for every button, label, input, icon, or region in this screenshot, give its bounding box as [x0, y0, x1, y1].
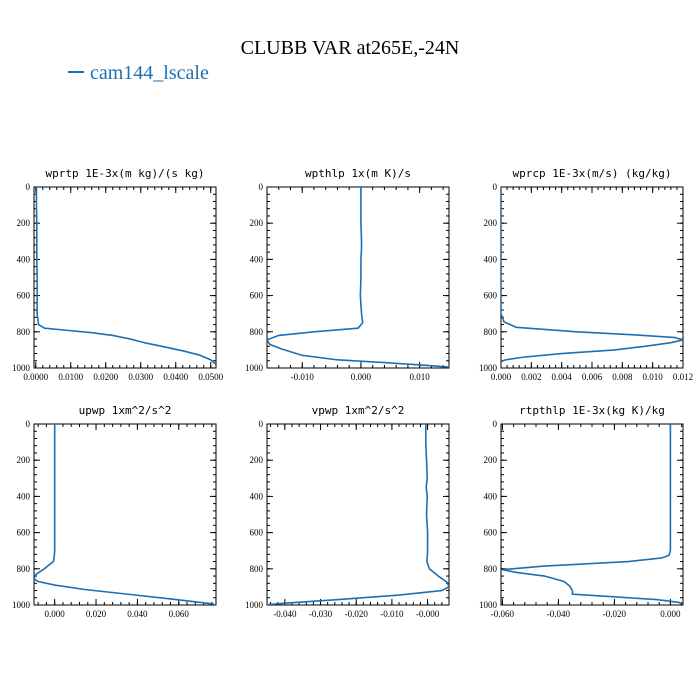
x-tick-label: 0.0300 [128, 372, 153, 382]
x-tick-label: -0.020 [345, 609, 369, 619]
series-line [34, 424, 215, 605]
y-tick-label: 800 [17, 327, 31, 337]
panel-title: wpthlp 1x(m K)/s [305, 167, 411, 180]
y-tick-label: 1000 [479, 600, 498, 610]
plot-frame [33, 423, 217, 606]
panel-title: rtpthlp 1E-3x(kg K)/kg [519, 404, 665, 417]
x-tick-label: -0.060 [491, 609, 515, 619]
x-tick-label: -0.030 [309, 609, 333, 619]
y-tick-label: 200 [250, 218, 264, 228]
series-line [35, 187, 216, 365]
x-tick-label: 0.060 [169, 609, 190, 619]
legend: cam144_lscale [68, 62, 209, 84]
y-tick-label: 1000 [245, 600, 264, 610]
x-tick-label: 0.008 [612, 372, 633, 382]
x-tick-label: 0.020 [86, 609, 107, 619]
figure-title: CLUBB VAR at265E,-24N [241, 37, 460, 59]
y-tick-label: 200 [484, 218, 498, 228]
series-line [501, 424, 683, 605]
x-tick-label: 0.000 [45, 609, 66, 619]
y-tick-label: 1000 [12, 600, 31, 610]
x-tick-label: 0.0100 [58, 372, 83, 382]
legend-label: cam144_lscale [90, 62, 209, 84]
y-tick-label: 200 [17, 455, 31, 465]
x-tick-label: -0.010 [291, 372, 315, 382]
y-tick-label: 400 [250, 254, 264, 264]
x-tick-label: 0.000 [491, 372, 512, 382]
series-line [267, 187, 449, 368]
y-tick-label: 1000 [245, 363, 264, 373]
x-tick-label: 0.004 [552, 372, 573, 382]
y-tick-label: 600 [17, 528, 31, 538]
panel-title: wprtp 1E-3x(m kg)/(s kg) [46, 167, 205, 180]
panel-grid: wprtp 1E-3x(m kg)/(s kg)0.0000 0.0100 0.02… [12, 167, 693, 619]
y-tick-label: 400 [17, 254, 31, 264]
y-tick-label: 200 [484, 455, 498, 465]
y-tick-label: 400 [250, 491, 264, 501]
x-tick-label: 0.010 [410, 372, 431, 382]
y-tick-label: 600 [484, 291, 498, 301]
x-tick-label: -0.010 [380, 609, 404, 619]
y-tick-label: 0 [493, 182, 498, 192]
panel-2: wpthlp 1x(m K)/s -0.010 0.000 0.010 0 200 400 6… [245, 167, 450, 382]
y-tick-label: 800 [250, 327, 264, 337]
plot-frame [500, 186, 684, 369]
panel-title: upwp 1xm^2/s^2 [79, 404, 172, 417]
x-tick-label: 0.0400 [163, 372, 188, 382]
panel-1: wprtp 1E-3x(m kg)/(s kg) 0.0000 0.0100 0.02… [12, 167, 224, 382]
x-tick-label: -0.040 [273, 609, 297, 619]
x-tick-label: 0.000 [660, 609, 681, 619]
series-line [501, 187, 683, 363]
x-tick-label: 0.0500 [198, 372, 223, 382]
x-tick-label: 0.000 [351, 372, 372, 382]
y-tick-label: 600 [250, 291, 264, 301]
y-tick-label: 200 [250, 455, 264, 465]
x-tick-label: -0.020 [603, 609, 627, 619]
x-tick-label: 0.0200 [93, 372, 118, 382]
x-tick-label: -0.000 [416, 609, 440, 619]
y-tick-label: 600 [250, 528, 264, 538]
panel-title: wprcp 1E-3x(m/s) (kg/kg) [513, 167, 672, 180]
y-tick-label: 0 [26, 419, 31, 429]
x-tick-label: 0.010 [643, 372, 664, 382]
y-tick-label: 200 [17, 218, 31, 228]
panel-6: rtpthlp 1E-3x(kg K)/kg -0.060 -0.040 -0.020… [479, 404, 684, 619]
y-tick-label: 800 [484, 327, 498, 337]
y-tick-label: 0 [26, 182, 31, 192]
plot-frame [266, 186, 450, 369]
y-tick-label: 1000 [479, 363, 498, 373]
y-tick-label: 800 [484, 564, 498, 574]
panel-4: upwp 1xm^2/s^2 0.000 0.020 0.040 0.060 0 200 40… [12, 404, 217, 619]
y-tick-label: 400 [17, 491, 31, 501]
x-tick-label: 0.0000 [23, 372, 48, 382]
y-tick-label: 0 [493, 419, 498, 429]
y-tick-label: 1000 [12, 363, 31, 373]
plot-frame [500, 423, 684, 606]
x-tick-label: 0.012 [673, 372, 693, 382]
panel-5: vpwp 1xm^2/s^2 -0.040 -0.030 -0.020 -0.010 -0… [245, 404, 450, 619]
y-tick-label: 400 [484, 491, 498, 501]
y-tick-label: 800 [250, 564, 264, 574]
plot-frame [33, 186, 217, 369]
y-tick-label: 600 [484, 528, 498, 538]
x-tick-label: 0.040 [127, 609, 148, 619]
y-tick-label: 600 [17, 291, 31, 301]
x-tick-label: -0.040 [547, 609, 571, 619]
x-tick-label: 0.002 [521, 372, 541, 382]
y-tick-label: 0 [259, 419, 264, 429]
panel-3: wprcp 1E-3x(m/s) (kg/kg) 0.000 0.002 0.004 0… [479, 167, 693, 382]
x-tick-label: 0.006 [582, 372, 603, 382]
y-tick-label: 400 [484, 254, 498, 264]
y-tick-label: 800 [17, 564, 31, 574]
plot-frame [266, 423, 450, 606]
series-line [267, 424, 449, 605]
y-tick-label: 0 [259, 182, 264, 192]
panel-title: vpwp 1xm^2/s^2 [312, 404, 405, 417]
